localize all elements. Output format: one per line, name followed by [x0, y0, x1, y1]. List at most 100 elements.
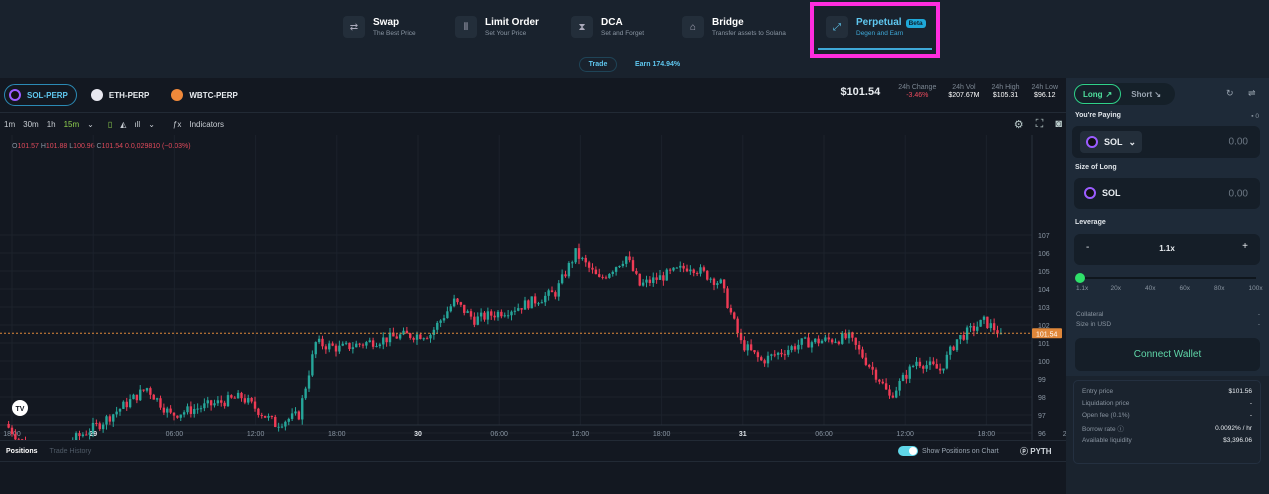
- positions-tab[interactable]: Positions: [6, 447, 38, 455]
- refresh-icon[interactable]: ↻: [1226, 88, 1234, 98]
- camera-icon[interactable]: ◙: [1055, 118, 1062, 130]
- candle: [817, 338, 820, 344]
- candle: [132, 394, 135, 400]
- indicators-icon[interactable]: ƒx: [172, 120, 182, 129]
- info-icon[interactable]: ⓘ: [1117, 426, 1124, 434]
- candle: [773, 354, 776, 356]
- candle: [253, 401, 257, 409]
- nav-title: DCA: [601, 17, 623, 28]
- candle: [891, 395, 895, 398]
- trade-history-tab[interactable]: Trade History: [49, 447, 92, 455]
- candle: [142, 389, 145, 391]
- candle: [797, 344, 800, 350]
- candle: [530, 296, 533, 309]
- interval-1m[interactable]: 1m: [4, 120, 16, 129]
- leverage-slider-handle[interactable]: [1075, 273, 1085, 283]
- candle: [17, 439, 20, 440]
- candle: [112, 414, 115, 422]
- candle: [729, 308, 733, 313]
- candle: [554, 292, 557, 297]
- candle: [871, 366, 874, 370]
- connect-wallet-button[interactable]: Connect Wallet: [1075, 338, 1260, 371]
- candle: [544, 295, 547, 303]
- indicators-button[interactable]: Indicators: [189, 120, 225, 129]
- area-chart-icon[interactable]: ◭: [120, 120, 127, 129]
- pay-amount-input[interactable]: 0.00: [1228, 136, 1248, 148]
- candle: [608, 274, 611, 278]
- pay-token-select[interactable]: SOL ⌄: [1080, 131, 1143, 153]
- candle: [193, 409, 196, 414]
- candle: [128, 399, 132, 408]
- candle: [469, 311, 473, 317]
- bar-chart-icon[interactable]: ıll: [134, 120, 141, 129]
- interval-30m[interactable]: 30m: [23, 120, 39, 129]
- candle: [935, 364, 938, 369]
- candle: [483, 312, 486, 320]
- fullscreen-icon[interactable]: ⛶: [1035, 118, 1044, 130]
- candle: [665, 269, 668, 281]
- chevron-down-icon[interactable]: ⌄: [148, 120, 155, 129]
- nav-dca[interactable]: ⧗ DCA Set and Forget: [571, 12, 644, 42]
- candle: [287, 418, 290, 422]
- nav-bridge[interactable]: ⌂ Bridge Transfer assets to Solana: [682, 12, 786, 42]
- candle: [827, 337, 830, 340]
- earn-tab[interactable]: Earn 174.94%: [635, 61, 681, 68]
- candle: [699, 267, 702, 274]
- candlestick-chart[interactable]: 9394959697989910010110210310410510610718…: [0, 135, 1066, 440]
- trade-tab[interactable]: Trade: [579, 57, 617, 72]
- interval-1h[interactable]: 1h: [46, 120, 56, 129]
- leverage-mark[interactable]: 100x: [1248, 285, 1263, 292]
- nav-perpetual[interactable]: ⤢ Perpetual Beta Degen and Earn: [826, 12, 926, 42]
- market-tab-eth[interactable]: ETH-PERP: [87, 84, 157, 106]
- show-positions-toggle[interactable]: [898, 446, 918, 456]
- leverage-mark[interactable]: 20x: [1110, 285, 1121, 292]
- candle: [932, 361, 935, 365]
- short-button[interactable]: Short ↘: [1121, 90, 1161, 99]
- info-bg: [1066, 376, 1269, 494]
- leverage-slider-track[interactable]: [1080, 277, 1256, 279]
- candle: [263, 415, 267, 418]
- candle: [618, 265, 621, 268]
- candle: [783, 354, 787, 356]
- candle: [574, 248, 577, 263]
- leverage-mark[interactable]: 80x: [1214, 285, 1225, 292]
- interval-15m[interactable]: 15m: [63, 120, 80, 129]
- size-amount-input[interactable]: 0.00: [1228, 188, 1248, 199]
- settings-sliders-icon[interactable]: ⇌: [1248, 88, 1256, 98]
- settings-icon[interactable]: ⚙: [1013, 119, 1024, 131]
- candle: [810, 342, 814, 348]
- candle: [955, 339, 959, 351]
- candle: [675, 267, 679, 269]
- candle: [938, 368, 942, 371]
- candle: [611, 271, 614, 275]
- leverage-decrease[interactable]: -: [1086, 242, 1090, 253]
- candle: [631, 260, 635, 271]
- candle: [982, 316, 986, 320]
- long-button[interactable]: Long ↗: [1074, 84, 1122, 104]
- leverage-label: Leverage: [1075, 219, 1106, 226]
- nav-swap[interactable]: ⇄ Swap The Best Price: [343, 12, 416, 42]
- size-token-label: SOL: [1102, 188, 1121, 198]
- candle: [101, 424, 105, 430]
- candle: [962, 335, 965, 340]
- leverage-mark[interactable]: 40x: [1145, 285, 1156, 292]
- candle: [807, 337, 810, 348]
- candle: [756, 352, 760, 358]
- chevron-down-icon[interactable]: ⌄: [87, 120, 94, 129]
- leverage-mark[interactable]: 60x: [1179, 285, 1190, 292]
- market-tab-wbtc[interactable]: WBTC-PERP: [167, 84, 245, 106]
- nav-limit-order[interactable]: ⫴ Limit Order Set Your Price: [455, 12, 539, 42]
- candle: [925, 365, 928, 369]
- candle: [550, 290, 554, 293]
- sol-icon: [1086, 136, 1098, 148]
- candle: [348, 342, 351, 350]
- market-tab-sol[interactable]: SOL-PERP: [4, 84, 77, 106]
- leverage-increase[interactable]: +: [1242, 241, 1248, 252]
- candle: [439, 320, 442, 323]
- chart-panel: SOL-PERP ETH-PERP WBTC-PERP $101.54 24h …: [0, 78, 1066, 494]
- leverage-mark[interactable]: 1.1x: [1076, 285, 1089, 292]
- candle: [787, 350, 790, 355]
- candles-icon[interactable]: ▯: [107, 120, 113, 129]
- pay-token: SOL: [1104, 137, 1123, 147]
- market-label: ETH-PERP: [108, 90, 150, 100]
